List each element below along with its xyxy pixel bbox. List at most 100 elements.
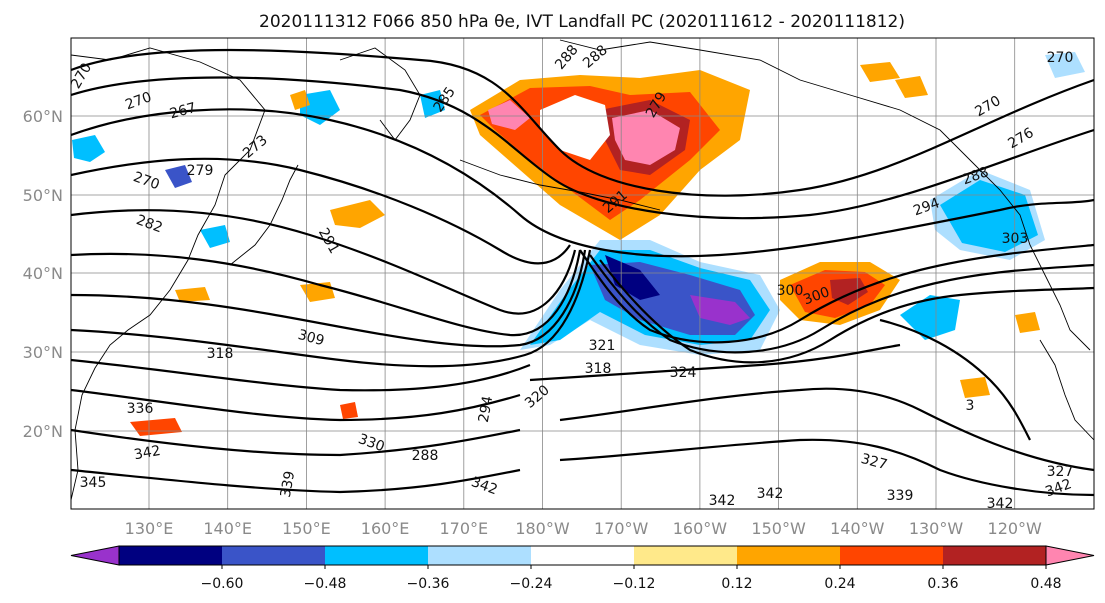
negative-anomaly-ne-blue — [940, 180, 1038, 252]
contour-line — [879, 318, 1031, 441]
figure-title: 2020111312 F066 850 hPa θe, IVT Landfall… — [259, 12, 905, 32]
lon-tick-label: 130°W — [909, 519, 964, 538]
colorbar-tick-label: −0.36 — [407, 576, 450, 592]
contour-line — [599, 259, 1094, 364]
contour-line — [71, 249, 592, 368]
contour-label: 267 — [168, 100, 198, 122]
contour-label: 339 — [887, 488, 914, 504]
colorbar-tick-label: 0.12 — [721, 576, 752, 592]
lon-tick-label: 140°W — [830, 519, 885, 538]
contour-line — [71, 358, 531, 392]
colorbar-tick-label: 0.36 — [927, 576, 958, 592]
contour-line — [71, 48, 1094, 197]
contour-line — [71, 157, 571, 265]
anomaly-blob — [175, 287, 210, 302]
latitude-labels: 60°N 50°N 40°N 30°N 20°N — [23, 107, 63, 441]
contour-label: 342 — [757, 486, 784, 502]
contour-line — [71, 468, 521, 494]
colorbar-segment — [634, 546, 738, 565]
negative-anomaly-se-blue — [900, 295, 960, 340]
colorbar-tick-label: −0.24 — [510, 576, 553, 592]
contour-label: 342 — [987, 496, 1014, 512]
colorbar-segment — [531, 546, 635, 565]
colorbar: −0.60 −0.48 −0.36 −0.24 −0.12 0.12 0.24 0.36 0.4… — [70, 545, 1095, 592]
contour-label: 327 — [1047, 464, 1074, 480]
lon-tick-label: 150°W — [751, 519, 806, 538]
contour-label: 309 — [296, 327, 326, 349]
contour-label: 318 — [585, 361, 612, 377]
anomaly-blob — [330, 200, 385, 228]
colorbar-extend-low — [70, 545, 120, 566]
contour-label: 318 — [207, 346, 234, 362]
coastline-alaska — [559, 39, 1091, 351]
coastline-asia — [71, 47, 266, 501]
contour-label: 288 — [412, 448, 439, 464]
contour-label: 321 — [589, 338, 616, 354]
contour-label: 345 — [80, 475, 107, 491]
contour-line — [559, 438, 1094, 497]
lat-tick-label: 60°N — [23, 107, 63, 126]
coastline-japan — [229, 164, 299, 266]
lon-tick-label: 170°E — [439, 519, 488, 538]
colorbar-segment — [943, 546, 1047, 565]
colorbar-segment — [222, 546, 326, 565]
contour-label: 300 — [777, 283, 804, 299]
coastline-baja — [1039, 339, 1094, 441]
colorbar-segment — [119, 546, 223, 565]
negative-anomaly-navy — [605, 255, 660, 300]
lon-tick-label: 120°W — [988, 519, 1043, 538]
contour-label: 339 — [278, 470, 298, 499]
contour-line — [71, 209, 577, 315]
ivt-shading-layer — [72, 52, 1085, 436]
contour-label: 324 — [670, 365, 697, 381]
theta-e-contours — [71, 48, 1094, 497]
anomaly-blob — [72, 135, 105, 162]
positive-anomaly-pink — [612, 110, 680, 165]
lat-tick-label: 50°N — [23, 186, 63, 205]
colorbar-segment — [840, 546, 944, 565]
map-frame — [70, 37, 1095, 510]
anomaly-blob — [200, 225, 230, 248]
positive-anomaly-pink-2 — [488, 100, 530, 130]
colorbar-segment — [325, 546, 429, 565]
colorbar-tick-label: 0.48 — [1030, 576, 1061, 592]
lat-tick-label: 30°N — [23, 343, 63, 362]
colorbar-extend-high — [1045, 545, 1095, 566]
anomaly-blob — [1045, 52, 1085, 78]
anomaly-blob — [290, 90, 310, 110]
contour-line — [529, 343, 901, 382]
contour-line — [559, 387, 1094, 472]
colorbar-tick-label: −0.60 — [201, 576, 244, 592]
contour-line — [71, 249, 587, 348]
contour-label: 327 — [859, 451, 889, 473]
anomaly-blob — [165, 165, 192, 188]
longitude-labels: 130°E 140°E 150°E 160°E 170°E 180°W 170°W 160°W… — [125, 519, 1042, 538]
contour-label: 342 — [133, 443, 162, 463]
contour-line — [71, 388, 521, 422]
contour-line — [71, 428, 521, 457]
contour-line — [589, 254, 1094, 354]
anomaly-blob — [340, 402, 358, 419]
colorbar-frame — [118, 545, 1047, 566]
negative-anomaly-purple — [690, 295, 750, 325]
anomaly-blob — [860, 62, 900, 82]
anomaly-blob — [895, 76, 928, 98]
colorbar-segment — [737, 546, 841, 565]
contour-line — [579, 243, 1094, 344]
contour-label: 3 — [966, 398, 975, 414]
lat-tick-label: 40°N — [23, 264, 63, 283]
contour-line — [71, 249, 582, 337]
graticule — [71, 38, 1094, 509]
contour-label: 342 — [709, 493, 736, 509]
anomaly-blob — [960, 377, 990, 398]
contour-line — [71, 108, 1094, 258]
neutral-hole — [540, 95, 610, 160]
lon-tick-label: 170°W — [594, 519, 649, 538]
lon-tick-label: 150°E — [282, 519, 331, 538]
contour-label: 336 — [127, 401, 154, 417]
contour-label: 270 — [1047, 50, 1074, 66]
lon-tick-label: 160°E — [361, 519, 410, 538]
lon-tick-label: 180°W — [515, 519, 570, 538]
lon-tick-label: 160°W — [673, 519, 728, 538]
